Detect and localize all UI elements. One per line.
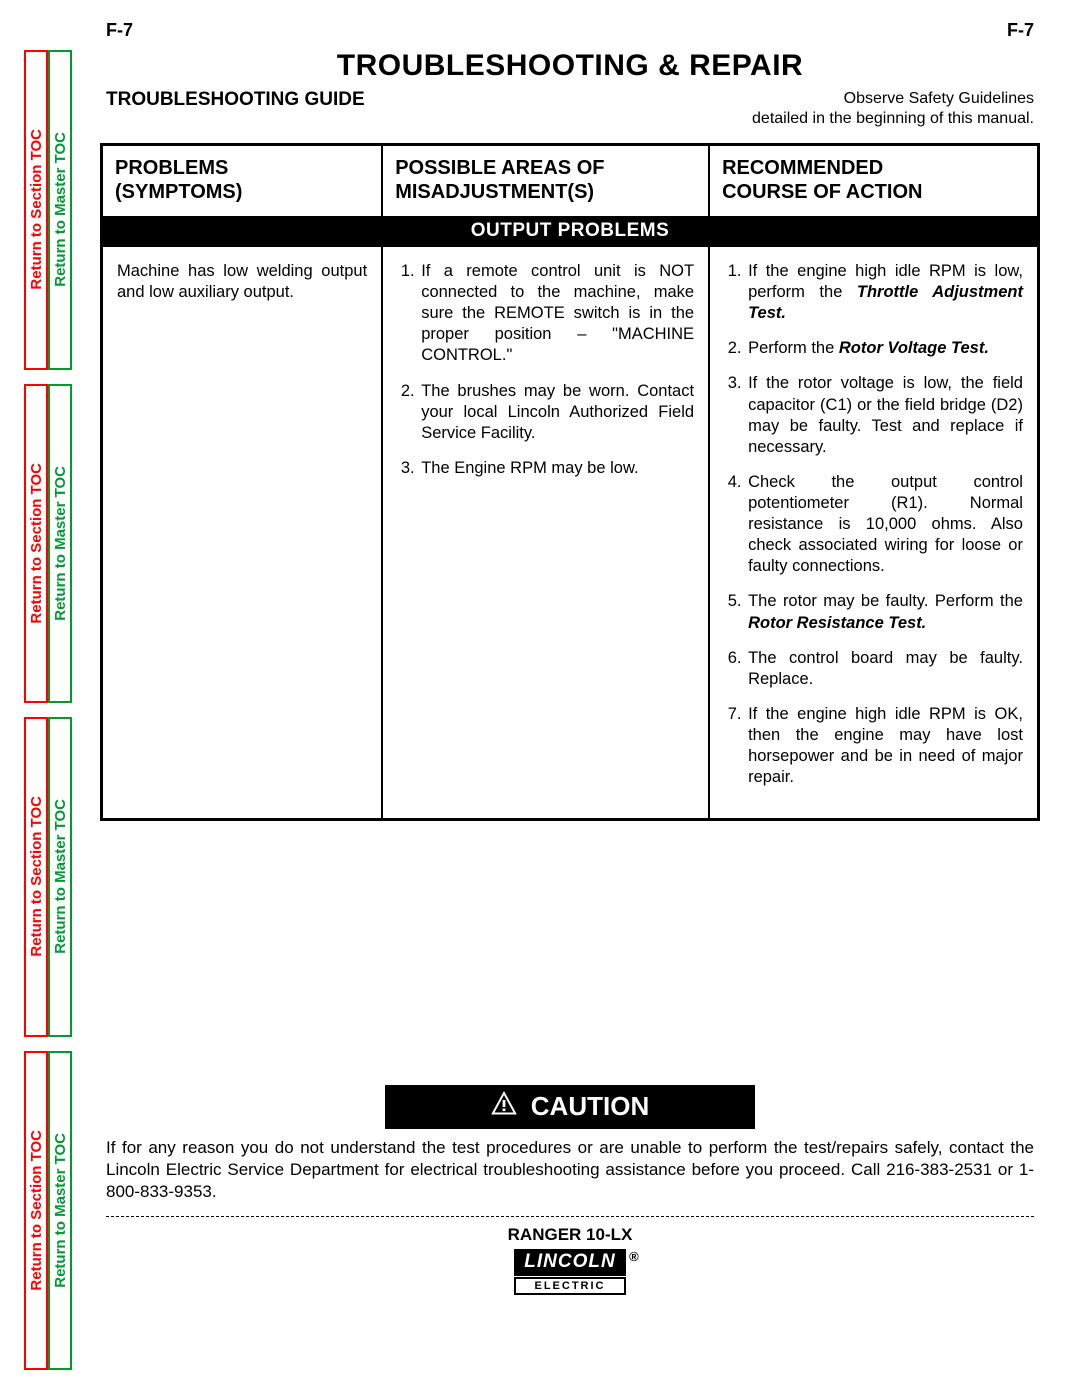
return-section-toc-tab-2[interactable]: Return to Section TOC [24,384,48,704]
master-toc-label: Return to Master TOC [52,466,69,621]
action-item-7: If the engine high idle RPM is OK, then … [746,704,1023,788]
guide-header: TROUBLESHOOTING GUIDE Observe Safety Gui… [100,89,1040,143]
registered-icon: ® [629,1249,640,1264]
cell-possible: If a remote control unit is NOT connecte… [383,247,710,818]
side-nav-tabs: Return to Section TOC Return to Section … [24,50,72,1370]
table-section-band: OUTPUT PROBLEMS [103,216,1037,247]
table-row: Machine has low welding output and low a… [103,247,1037,818]
action-2-text: Perform the [748,339,839,357]
cell-symptom: Machine has low welding output and low a… [103,247,383,818]
col-h2-l1: POSSIBLE AREAS OF [395,157,604,179]
col-h3-l1: RECOMMENDED [722,157,883,179]
section-toc-column: Return to Section TOC Return to Section … [24,50,48,1370]
logo-brand-text: LINCOLN [524,1251,615,1272]
col-h3-l2: COURSE OF ACTION [722,181,922,203]
safety-line-2: detailed in the beginning of this manual… [752,110,1034,127]
safety-note: Observe Safety Guidelines detailed in th… [752,89,1034,129]
page-title: TROUBLESHOOTING & REPAIR [100,49,1040,83]
safety-line-1: Observe Safety Guidelines [844,90,1034,107]
table-column-headers: PROBLEMS (SYMPTOMS) POSSIBLE AREAS OF MI… [103,146,1037,216]
return-master-toc-tab-1[interactable]: Return to Master TOC [48,50,72,370]
master-toc-column: Return to Master TOC Return to Master TO… [48,50,72,1370]
possible-item-1: If a remote control unit is NOT connecte… [419,261,694,367]
col-h1-l1: PROBLEMS [115,157,228,179]
footer-divider [106,1216,1034,1217]
action-5-text: The rotor may be faulty. Perform the [748,592,1023,610]
page-code-right: F-7 [1007,20,1034,41]
caution-text: If for any reason you do not understand … [100,1137,1040,1202]
page-header: F-7 F-7 [100,20,1040,45]
master-toc-label: Return to Master TOC [52,132,69,287]
action-item-4: Check the output control potentiometer (… [746,472,1023,578]
action-item-1: If the engine high idle RPM is low, perf… [746,261,1023,324]
return-master-toc-tab-3[interactable]: Return to Master TOC [48,717,72,1037]
action-2-test: Rotor Voltage Test. [839,339,989,357]
logo-brand-bot: ELECTRIC [514,1277,625,1295]
action-item-5: The rotor may be faulty. Perform the Rot… [746,591,1023,633]
col-header-problems: PROBLEMS (SYMPTOMS) [103,146,383,216]
return-section-toc-tab-3[interactable]: Return to Section TOC [24,717,48,1037]
section-toc-label: Return to Section TOC [28,796,45,957]
return-section-toc-tab-4[interactable]: Return to Section TOC [24,1051,48,1371]
return-master-toc-tab-4[interactable]: Return to Master TOC [48,1051,72,1371]
return-master-toc-tab-2[interactable]: Return to Master TOC [48,384,72,704]
caution-section: CAUTION If for any reason you do not und… [100,1085,1040,1295]
guide-label: TROUBLESHOOTING GUIDE [106,89,365,111]
section-toc-label: Return to Section TOC [28,129,45,290]
action-item-2: Perform the Rotor Voltage Test. [746,338,1023,359]
caution-label: CAUTION [531,1091,649,1122]
possible-item-3: The Engine RPM may be low. [419,458,694,479]
action-5-test: Rotor Resistance Test. [748,614,926,632]
col-h2-l2: MISADJUSTMENT(S) [395,181,594,203]
col-header-possible: POSSIBLE AREAS OF MISADJUSTMENT(S) [383,146,710,216]
cell-action: If the engine high idle RPM is low, perf… [710,247,1037,818]
warning-icon [491,1091,517,1122]
page-code-left: F-7 [106,20,133,41]
caution-banner: CAUTION [385,1085,755,1129]
lincoln-logo: LINCOLN ® ELECTRIC [514,1249,625,1295]
troubleshooting-table: PROBLEMS (SYMPTOMS) POSSIBLE AREAS OF MI… [100,143,1040,821]
col-header-action: RECOMMENDED COURSE OF ACTION [710,146,1037,216]
col-h1-l2: (SYMPTOMS) [115,181,242,203]
master-toc-label: Return to Master TOC [52,1133,69,1288]
return-section-toc-tab-1[interactable]: Return to Section TOC [24,50,48,370]
action-item-3: If the rotor voltage is low, the field c… [746,373,1023,457]
section-toc-label: Return to Section TOC [28,463,45,624]
logo-brand-top: LINCOLN ® [514,1249,625,1276]
master-toc-label: Return to Master TOC [52,799,69,954]
page-footer: RANGER 10-LX LINCOLN ® ELECTRIC [100,1225,1040,1295]
action-item-6: The control board may be faulty. Replace… [746,648,1023,690]
model-label: RANGER 10-LX [100,1225,1040,1245]
section-toc-label: Return to Section TOC [28,1130,45,1291]
possible-item-2: The brushes may be worn. Contact your lo… [419,381,694,444]
page-content: F-7 F-7 TROUBLESHOOTING & REPAIR TROUBLE… [100,20,1040,821]
